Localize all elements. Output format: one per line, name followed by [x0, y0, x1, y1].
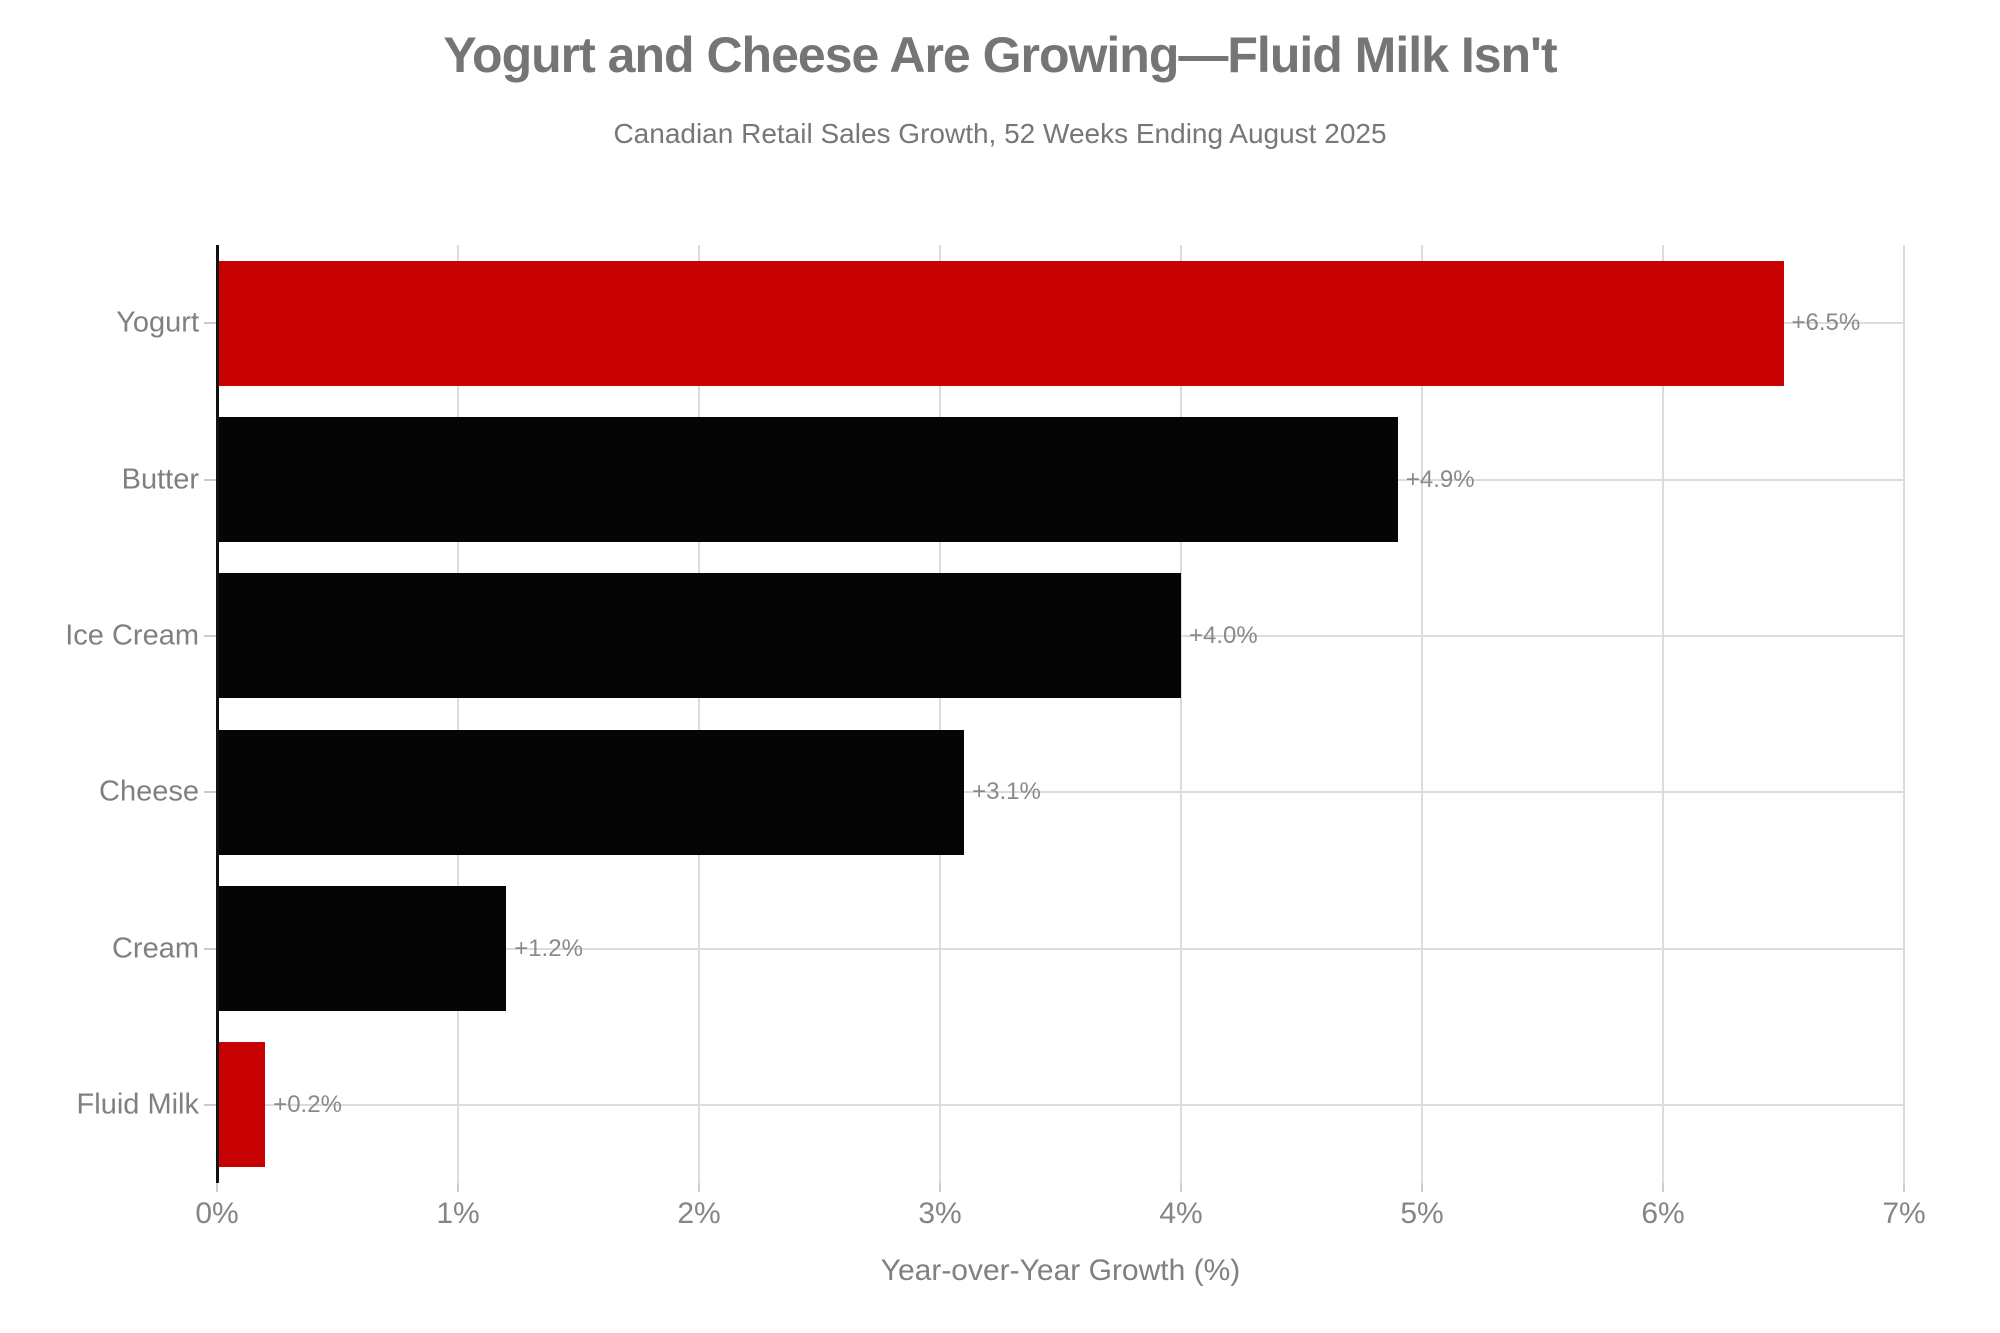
bar-fluid-milk [217, 1042, 266, 1168]
x-tick-mark-6- [1662, 1183, 1664, 1192]
x-tick-label-6-: 6% [1641, 1197, 1685, 1230]
x-tick-label-4-: 4% [1159, 1197, 1203, 1230]
category-label-cheese: Cheese [99, 775, 199, 808]
value-label-cream: +1.2% [514, 934, 583, 962]
category-label-butter: Butter [121, 463, 199, 495]
x-gridline-2- [698, 245, 700, 1183]
y-axis-spine [216, 245, 219, 1183]
y-gridline-cream [217, 947, 1904, 950]
x-tick-label-3-: 3% [918, 1197, 962, 1230]
x-tick-label-5-: 5% [1400, 1197, 1444, 1230]
x-gridline-4- [1180, 245, 1182, 1183]
x-tick-label-7-: 7% [1882, 1197, 1926, 1230]
x-tick-mark-7- [1903, 1183, 1905, 1192]
y-tick-mark-yogurt [204, 322, 217, 325]
x-gridline-7- [1903, 245, 1905, 1183]
bar-ice-cream [217, 573, 1181, 699]
plot-area: 0% 1% 2% 3% 4% 5% 6% 7% Yogurt +6.5% Butter +4.9% Ic… [65, 245, 1926, 1229]
x-gridline-3- [939, 245, 941, 1183]
x-gridline-6- [1662, 245, 1664, 1183]
x-tick-mark-4- [1180, 1183, 1182, 1192]
y-tick-mark-fluid-milk [204, 1103, 217, 1106]
value-label-butter: +4.9% [1405, 465, 1475, 493]
y-tick-mark-butter [204, 478, 217, 481]
y-tick-mark-cheese [204, 791, 217, 794]
x-tick-mark-3- [939, 1183, 941, 1192]
category-label-yogurt: Yogurt [116, 306, 199, 339]
x-tick-label-0-: 0% [195, 1197, 239, 1230]
x-tick-label-2-: 2% [677, 1197, 721, 1230]
bar-yogurt [217, 260, 1784, 386]
value-label-cheese: +3.1% [972, 778, 1041, 806]
x-tick-mark-0- [216, 1183, 218, 1192]
bar-cream [217, 886, 507, 1011]
y-tick-mark-cream [204, 947, 217, 950]
bar-cheese [217, 729, 965, 855]
category-label-fluid-milk: Fluid Milk [76, 1088, 199, 1121]
value-label-ice-cream: +4.0% [1189, 621, 1258, 649]
chart-title: Yogurt and Cheese Are Growing—Fluid Milk… [443, 27, 1557, 83]
value-label-yogurt: +6.5% [1791, 309, 1861, 337]
bar-butter [217, 417, 1398, 542]
y-gridline-cheese [217, 791, 1904, 794]
x-gridline-5- [1421, 245, 1423, 1183]
x-tick-label-1-: 1% [436, 1197, 480, 1230]
x-gridline-1- [457, 245, 459, 1183]
chart-subtitle: Canadian Retail Sales Growth, 52 Weeks E… [613, 118, 1387, 149]
x-tick-mark-2- [698, 1183, 700, 1192]
x-tick-mark-1- [457, 1183, 459, 1192]
category-label-cream: Cream [111, 932, 199, 964]
x-axis-label: Year-over-Year Growth (%) [880, 1254, 1241, 1287]
y-tick-mark-ice-cream [204, 634, 217, 637]
y-gridline-fluid-milk [217, 1103, 1904, 1106]
value-label-fluid-milk: +0.2% [273, 1090, 342, 1118]
category-label-ice-cream: Ice Cream [65, 619, 199, 652]
x-tick-mark-5- [1421, 1183, 1423, 1192]
